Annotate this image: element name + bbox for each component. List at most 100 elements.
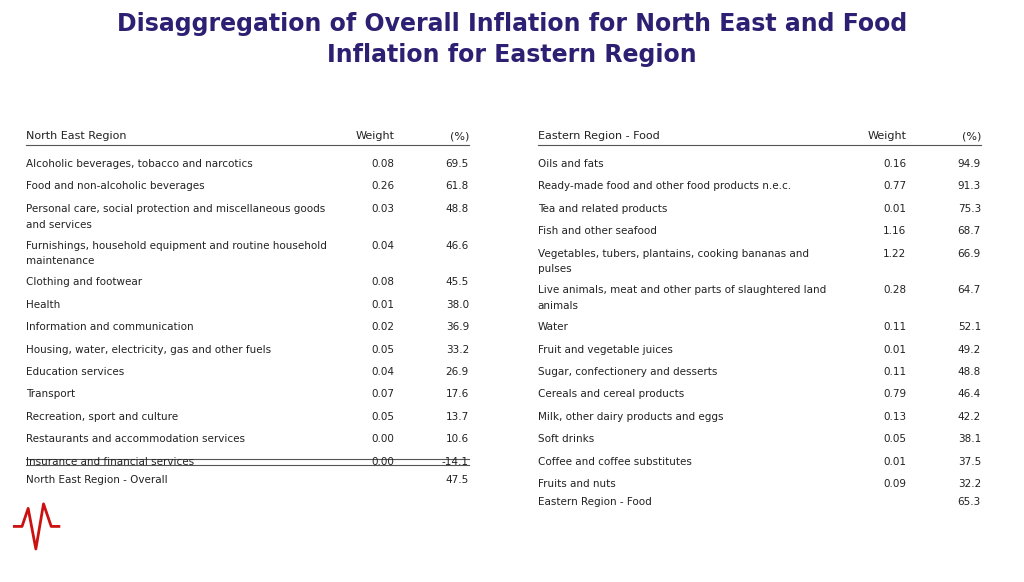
Text: Milk, other dairy products and eggs: Milk, other dairy products and eggs	[538, 412, 723, 422]
Text: Oils and fats: Oils and fats	[538, 159, 603, 169]
Text: 69.5: 69.5	[445, 159, 469, 169]
Text: CPI release: CPI release	[880, 506, 988, 526]
Text: 0.09: 0.09	[884, 479, 906, 489]
Text: Clothing and footwear: Clothing and footwear	[26, 277, 141, 288]
Text: 0.00: 0.00	[372, 457, 394, 467]
Text: Transport: Transport	[26, 389, 75, 399]
Text: 64.7: 64.7	[957, 285, 981, 296]
Text: Education services: Education services	[26, 367, 124, 377]
Text: Fruits and nuts: Fruits and nuts	[538, 479, 615, 489]
Text: 91.3: 91.3	[957, 182, 981, 191]
Text: 1.16: 1.16	[883, 226, 906, 236]
Text: Ghana: Ghana	[118, 508, 187, 527]
Text: 0.16: 0.16	[883, 159, 906, 169]
Text: 13: 13	[503, 527, 521, 541]
Text: pulses: pulses	[538, 264, 571, 274]
Text: 0.05: 0.05	[372, 345, 394, 354]
Text: animals: animals	[538, 301, 579, 311]
Text: 0.01: 0.01	[372, 300, 394, 310]
Text: 0.77: 0.77	[883, 182, 906, 191]
Circle shape	[1, 483, 74, 570]
Text: 48.8: 48.8	[445, 204, 469, 214]
Text: (%): (%)	[962, 132, 981, 141]
Text: 10.6: 10.6	[445, 434, 469, 444]
Text: 0.05: 0.05	[372, 412, 394, 422]
Text: 32.2: 32.2	[957, 479, 981, 489]
Text: Sugar, confectionery and desserts: Sugar, confectionery and desserts	[538, 367, 717, 377]
Text: Fruit and vegetable juices: Fruit and vegetable juices	[538, 345, 673, 354]
Text: 94.9: 94.9	[957, 159, 981, 169]
Text: 26.9: 26.9	[445, 367, 469, 377]
Text: Weight: Weight	[355, 132, 394, 141]
Text: 68.7: 68.7	[957, 226, 981, 236]
Text: Cereals and cereal products: Cereals and cereal products	[538, 389, 684, 399]
Text: 17.6: 17.6	[445, 389, 469, 399]
Text: Health: Health	[26, 300, 59, 310]
Text: 0.08: 0.08	[372, 277, 394, 288]
Text: 33.2: 33.2	[445, 345, 469, 354]
Text: 0.00: 0.00	[372, 434, 394, 444]
Text: 0.08: 0.08	[372, 159, 394, 169]
Text: 65.3: 65.3	[957, 497, 981, 508]
Text: 36.9: 36.9	[445, 322, 469, 332]
Text: Disaggregation of Overall Inflation for North East and Food
Inflation for Easter: Disaggregation of Overall Inflation for …	[117, 12, 907, 66]
Text: Insurance and financial services: Insurance and financial services	[26, 457, 194, 467]
Text: Personal care, social protection and miscellaneous goods: Personal care, social protection and mis…	[26, 204, 325, 214]
Text: Furnishings, household equipment and routine household: Furnishings, household equipment and rou…	[26, 240, 327, 250]
Text: 0.05: 0.05	[884, 434, 906, 444]
Text: maintenance: maintenance	[26, 256, 94, 267]
Text: Recreation, sport and culture: Recreation, sport and culture	[26, 412, 178, 422]
Text: October  2023: October 2023	[848, 543, 988, 562]
Text: 0.11: 0.11	[883, 322, 906, 332]
Text: -14.1: -14.1	[442, 457, 469, 467]
Text: Live animals, meat and other parts of slaughtered land: Live animals, meat and other parts of sl…	[538, 285, 825, 296]
Text: 38.0: 38.0	[445, 300, 469, 310]
Text: Vegetables, tubers, plantains, cooking bananas and: Vegetables, tubers, plantains, cooking b…	[538, 249, 809, 258]
Text: 46.6: 46.6	[445, 240, 469, 250]
Text: 0.01: 0.01	[884, 345, 906, 354]
Text: 0.28: 0.28	[883, 285, 906, 296]
Text: Restaurants and accommodation services: Restaurants and accommodation services	[26, 434, 245, 444]
Text: Coffee and coffee substitutes: Coffee and coffee substitutes	[538, 457, 691, 467]
Text: 48.8: 48.8	[957, 367, 981, 377]
Text: Eastern Region - Food: Eastern Region - Food	[538, 497, 651, 508]
Text: 0.04: 0.04	[372, 367, 394, 377]
Text: 0.13: 0.13	[883, 412, 906, 422]
Text: 52.1: 52.1	[957, 322, 981, 332]
Text: 0.02: 0.02	[372, 322, 394, 332]
Text: Fish and other seafood: Fish and other seafood	[538, 226, 656, 236]
Text: 0.79: 0.79	[883, 389, 906, 399]
Text: 37.5: 37.5	[957, 457, 981, 467]
Text: Water: Water	[538, 322, 568, 332]
Text: 0.11: 0.11	[883, 367, 906, 377]
Text: 47.5: 47.5	[445, 475, 469, 485]
Text: (%): (%)	[450, 132, 469, 141]
Text: 0.04: 0.04	[372, 240, 394, 250]
Text: Soft drinks: Soft drinks	[538, 434, 594, 444]
Text: Alcoholic beverages, tobacco and narcotics: Alcoholic beverages, tobacco and narcoti…	[26, 159, 252, 169]
Text: 38.1: 38.1	[957, 434, 981, 444]
Text: 46.4: 46.4	[957, 389, 981, 399]
Text: Weight: Weight	[867, 132, 906, 141]
Text: 61.8: 61.8	[445, 182, 469, 191]
Text: Information and communication: Information and communication	[26, 322, 194, 332]
Text: 66.9: 66.9	[957, 249, 981, 258]
Text: Eastern Region - Food: Eastern Region - Food	[538, 132, 659, 141]
Text: and services: and services	[26, 219, 91, 229]
Text: Ready-made food and other food products n.e.c.: Ready-made food and other food products …	[538, 182, 791, 191]
Text: Statistical Service: Statistical Service	[118, 543, 293, 562]
Text: Food and non-alcoholic beverages: Food and non-alcoholic beverages	[26, 182, 204, 191]
Text: 0.03: 0.03	[372, 204, 394, 214]
Text: 49.2: 49.2	[957, 345, 981, 354]
Text: North East Region - Overall: North East Region - Overall	[26, 475, 167, 485]
Text: 1.22: 1.22	[883, 249, 906, 258]
Text: 0.01: 0.01	[884, 457, 906, 467]
Text: 0.07: 0.07	[372, 389, 394, 399]
Text: Tea and related products: Tea and related products	[538, 204, 667, 214]
Text: 45.5: 45.5	[445, 277, 469, 288]
Text: Housing, water, electricity, gas and other fuels: Housing, water, electricity, gas and oth…	[26, 345, 270, 354]
Text: 13.7: 13.7	[445, 412, 469, 422]
Text: North East Region: North East Region	[26, 132, 126, 141]
Text: 0.01: 0.01	[884, 204, 906, 214]
Text: 75.3: 75.3	[957, 204, 981, 214]
